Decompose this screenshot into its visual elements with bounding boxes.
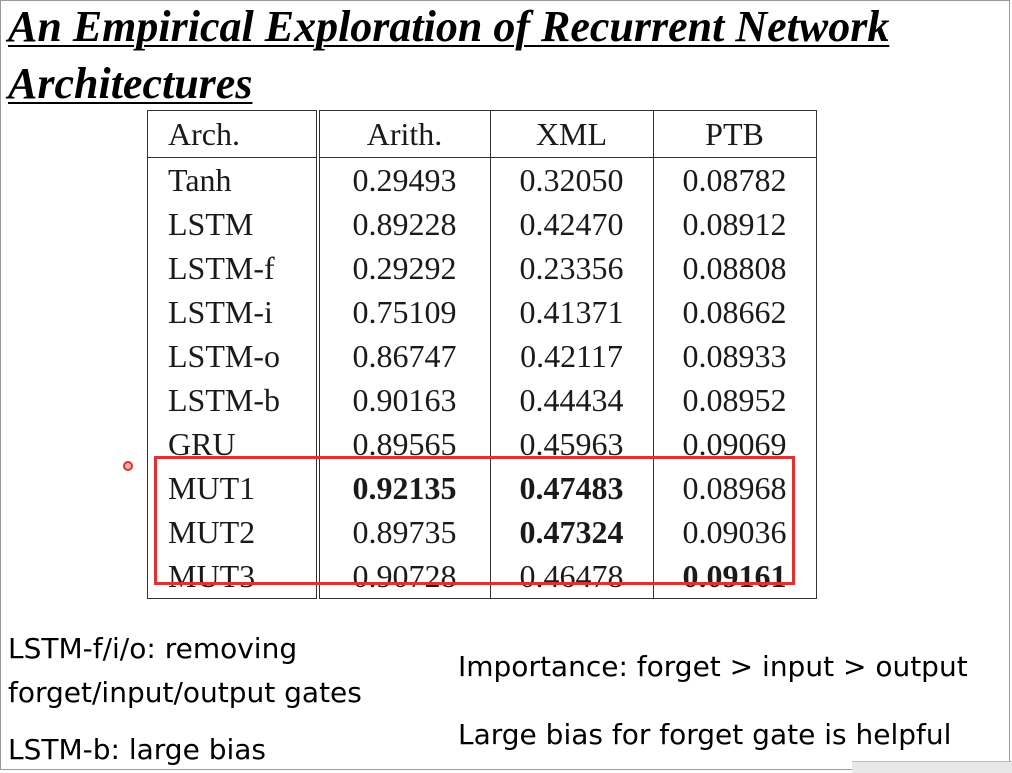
- cell-xml: 0.46478: [490, 554, 654, 599]
- cell-ptb: 0.08952: [682, 381, 787, 418]
- cell-arith: 0.89228: [317, 202, 491, 246]
- cell-arch: LSTM-o: [147, 334, 320, 378]
- table-row: MUT1 0.92135 0.47483 0.08968: [147, 466, 817, 510]
- cell-arith: 0.89565: [317, 422, 491, 466]
- slide-title: An Empirical Exploration of Recurrent Ne…: [8, 2, 890, 108]
- table-row: LSTM 0.89228 0.42470 0.08912: [147, 202, 817, 246]
- table-row: LSTM-i 0.75109 0.41371 0.08662: [147, 290, 817, 334]
- cell-xml: 0.42470: [490, 202, 654, 246]
- cell-arith: 0.90728: [317, 554, 491, 599]
- note-lstm-fio: LSTM-f/i/o: removing forget/input/output…: [8, 632, 362, 709]
- table-row: LSTM-o 0.86747 0.42117 0.08933: [147, 334, 817, 378]
- window-edge-scrap: [852, 761, 1012, 773]
- table-row: Tanh 0.29493 0.32050 0.08782: [147, 157, 817, 202]
- results-table: Arch. Arith. XML PTB Tanh 0.29493 0.32050 0…: [147, 110, 817, 599]
- cell-xml: 0.44434: [490, 378, 654, 422]
- cell-arith: 0.86747: [317, 334, 491, 378]
- table-row: MUT3 0.90728 0.46478 0.09161: [147, 554, 817, 599]
- cell-ptb: 0.08968: [682, 469, 787, 506]
- laser-pointer-dot: [123, 461, 133, 471]
- cell-arch: MUT2: [147, 510, 320, 554]
- cell-xml: 0.23356: [490, 246, 654, 290]
- cell-arch: GRU: [147, 422, 320, 466]
- note-importance: Importance: forget > input > output: [458, 650, 968, 683]
- note-lstm-b: LSTM-b: large bias: [8, 733, 267, 766]
- cell-ptb: 0.08912: [682, 205, 787, 242]
- table-row: GRU 0.89565 0.45963 0.09069: [147, 422, 817, 466]
- cell-xml: 0.47324: [490, 510, 654, 554]
- table-header-row: Arch. Arith. XML PTB: [147, 110, 816, 158]
- header-arith: Arith.: [317, 110, 491, 158]
- cell-ptb: 0.08782: [682, 161, 787, 198]
- cell-arch: MUT1: [147, 466, 320, 510]
- cell-arith: 0.29292: [317, 246, 491, 290]
- cell-ptb: 0.09036: [682, 513, 787, 550]
- cell-xml: 0.42117: [490, 334, 654, 378]
- cell-arith: 0.90163: [317, 378, 491, 422]
- header-arch: Arch.: [147, 110, 320, 158]
- header-xml: XML: [490, 110, 654, 158]
- cell-arch: Tanh: [147, 157, 320, 202]
- table-row: LSTM-b 0.90163 0.44434 0.08952: [147, 378, 817, 422]
- cell-arch: LSTM-f: [147, 246, 320, 290]
- cell-arith: 0.29493: [317, 157, 491, 202]
- table-row: LSTM-f 0.29292 0.23356 0.08808: [147, 246, 817, 290]
- cell-xml: 0.32050: [490, 157, 654, 202]
- cell-ptb: 0.08662: [682, 293, 787, 330]
- cell-ptb: 0.08933: [682, 337, 787, 374]
- cell-arch: LSTM: [147, 202, 320, 246]
- cell-arith: 0.92135: [317, 466, 491, 510]
- cell-xml: 0.41371: [490, 290, 654, 334]
- cell-arch: LSTM-i: [147, 290, 320, 334]
- cell-xml: 0.47483: [490, 466, 654, 510]
- table-row: MUT2 0.89735 0.47324 0.09036: [147, 510, 817, 554]
- cell-ptb: 0.08808: [682, 249, 787, 286]
- cell-arch: LSTM-b: [147, 378, 320, 422]
- header-ptb: PTB: [705, 115, 764, 152]
- cell-ptb: 0.09161: [682, 557, 787, 594]
- cell-arith: 0.75109: [317, 290, 491, 334]
- cell-ptb: 0.09069: [682, 425, 787, 462]
- cell-xml: 0.45963: [490, 422, 654, 466]
- cell-arith: 0.89735: [317, 510, 491, 554]
- cell-arch: MUT3: [147, 554, 320, 599]
- note-large-bias: Large bias for forget gate is helpful: [458, 718, 952, 751]
